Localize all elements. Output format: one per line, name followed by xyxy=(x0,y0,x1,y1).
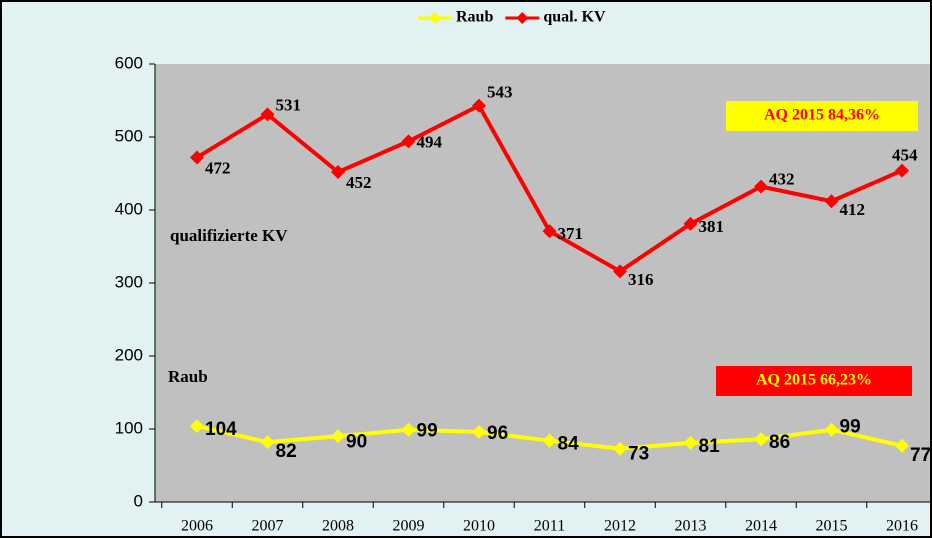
value-label: 77 xyxy=(910,445,931,466)
value-label: 371 xyxy=(558,224,584,243)
value-label: 494 xyxy=(417,132,443,151)
value-label: 543 xyxy=(487,83,513,102)
value-label: 86 xyxy=(769,432,790,453)
x-tick-label: 2006 xyxy=(181,518,213,535)
point xyxy=(260,435,275,450)
point xyxy=(895,438,909,453)
point xyxy=(472,424,486,439)
point xyxy=(824,194,839,209)
point xyxy=(472,98,486,113)
legend-label: Raub xyxy=(456,9,493,26)
value-label: 412 xyxy=(840,200,866,219)
legend-marker xyxy=(429,12,441,24)
value-label: 82 xyxy=(276,441,297,462)
point xyxy=(260,107,275,122)
x-tick-label: 2013 xyxy=(675,518,707,535)
legend-label: qual. KV xyxy=(543,9,606,26)
point xyxy=(401,422,416,437)
x-tick-label: 2015 xyxy=(816,518,848,535)
point xyxy=(542,224,557,239)
legend: Raub qual. KV xyxy=(418,9,606,26)
point xyxy=(824,422,839,437)
point xyxy=(331,165,345,180)
value-label: 432 xyxy=(769,170,795,189)
point xyxy=(613,441,627,456)
point xyxy=(683,216,698,231)
y-tick-label: 600 xyxy=(115,53,143,72)
point xyxy=(190,419,204,434)
value-label: 452 xyxy=(346,173,372,192)
value-label: 73 xyxy=(628,444,649,465)
annotation: AQ 2015 84,36% xyxy=(764,107,880,124)
value-label: 99 xyxy=(840,417,861,438)
point xyxy=(613,264,627,279)
y-tick-label: 500 xyxy=(115,126,143,145)
point xyxy=(401,134,416,149)
y-tick-label: 400 xyxy=(115,199,143,218)
value-label: 381 xyxy=(699,217,725,236)
y-tick-label: 100 xyxy=(115,418,143,437)
x-tick-label: 2010 xyxy=(463,518,495,535)
point xyxy=(683,435,698,450)
point xyxy=(895,163,909,178)
value-label: 316 xyxy=(628,270,654,289)
point xyxy=(754,179,768,194)
annotation-box xyxy=(726,101,918,131)
value-label: 90 xyxy=(346,431,367,452)
value-label: 84 xyxy=(558,434,580,455)
point xyxy=(754,432,768,447)
y-tick-label: 300 xyxy=(115,272,143,291)
value-label: 472 xyxy=(205,158,231,177)
value-label: 96 xyxy=(487,423,508,444)
value-label: 531 xyxy=(276,95,302,114)
y-tick-label: 200 xyxy=(115,345,143,364)
annotation-box xyxy=(716,366,912,396)
x-tick-label: 2007 xyxy=(252,518,284,535)
plot-area xyxy=(155,64,930,502)
annotation: qualifizierte KV xyxy=(170,226,288,245)
x-tick-label: 2012 xyxy=(604,518,636,535)
y-tick-label: 0 xyxy=(134,491,143,510)
x-tick-label: 2014 xyxy=(745,518,777,535)
point xyxy=(190,150,204,165)
value-label: 104 xyxy=(205,419,237,440)
x-tick-label: 2016 xyxy=(886,518,918,535)
legend-marker xyxy=(516,12,529,24)
x-tick-label: 2008 xyxy=(322,518,354,535)
point xyxy=(331,429,345,444)
value-label: 454 xyxy=(892,145,918,164)
value-label: 99 xyxy=(417,421,438,442)
point xyxy=(542,433,557,448)
x-tick-label: 2011 xyxy=(534,518,565,535)
value-label: 81 xyxy=(699,436,721,457)
annotation: AQ 2015 66,23% xyxy=(756,372,872,389)
annotation: Raub xyxy=(168,367,208,386)
x-tick-label: 2009 xyxy=(393,518,425,535)
